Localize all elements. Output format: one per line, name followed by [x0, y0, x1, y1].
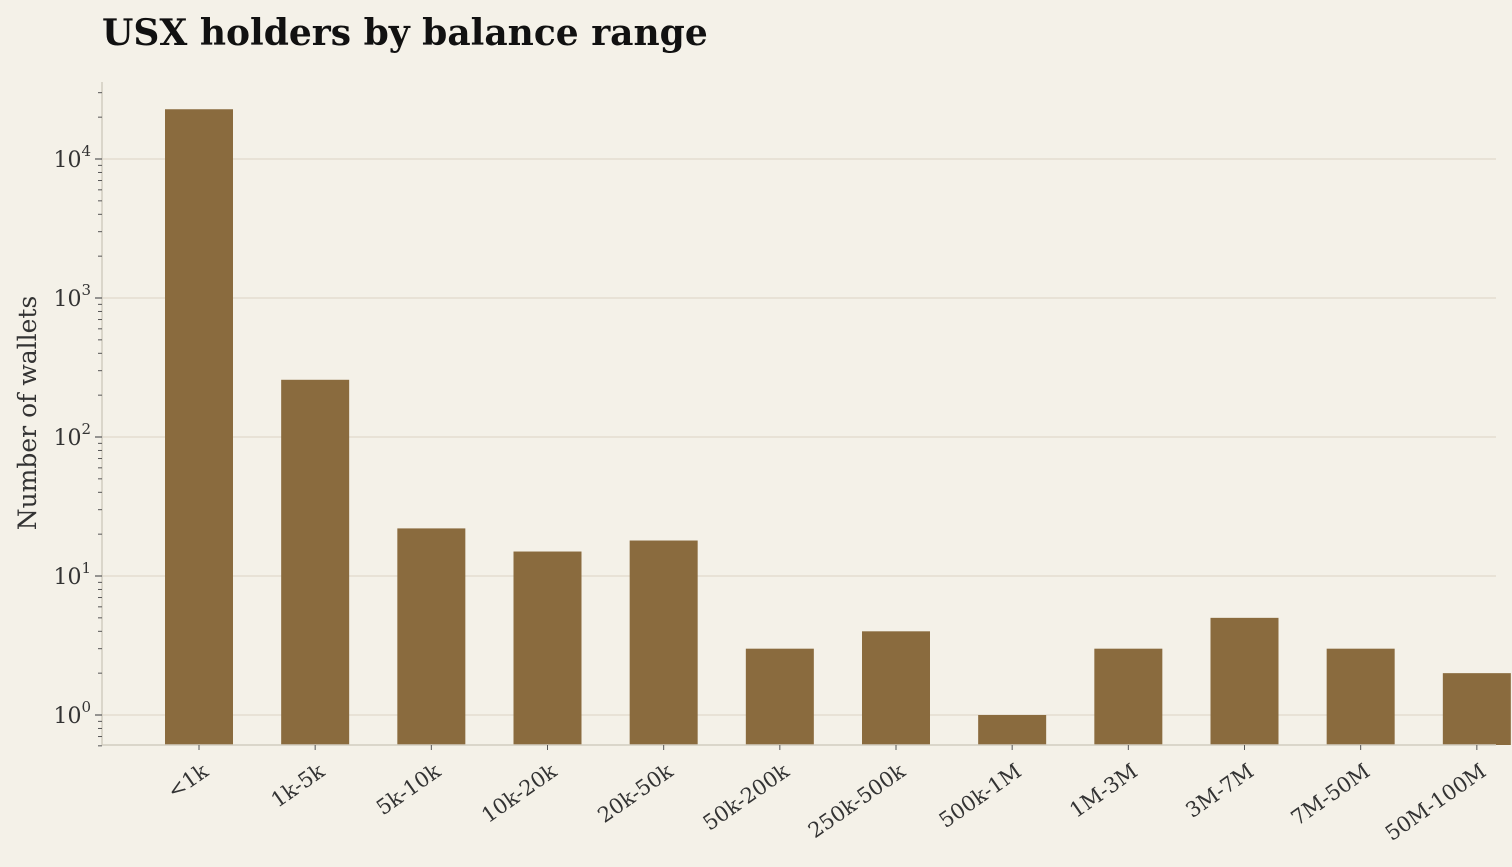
y-axis-label: Number of wallets	[13, 296, 42, 531]
bar	[629, 540, 698, 745]
x-tick-label: 50k-200k	[699, 759, 794, 836]
y-tick-label: 101	[53, 559, 91, 590]
bar	[978, 715, 1047, 745]
y-tick-label: 103	[53, 281, 91, 312]
bar	[1326, 648, 1395, 745]
x-tick-label: 20k-50k	[593, 759, 677, 828]
x-tick-label: 1M-3M	[1065, 759, 1142, 823]
x-tick-label: 7M-50M	[1287, 759, 1375, 830]
bar	[165, 109, 233, 745]
bar	[1442, 673, 1511, 745]
y-tick-label: 102	[53, 420, 91, 451]
x-tick-label: 250k-500k	[804, 759, 910, 843]
y-tick-label: 100	[53, 698, 91, 729]
y-axis: 100 101 102 103 104	[53, 82, 103, 747]
bar	[1094, 648, 1163, 745]
bar	[745, 648, 814, 745]
x-tick-label: 5k-10k	[372, 759, 445, 820]
x-tick-label: 10k-20k	[477, 759, 561, 828]
bar	[281, 379, 350, 745]
x-tick-label: 500k-1M	[935, 759, 1026, 833]
x-tick-label: 50M-100M	[1381, 759, 1491, 846]
bar	[1210, 617, 1279, 745]
bar	[397, 528, 466, 745]
y-tick-label: 104	[53, 142, 91, 173]
x-tick-label: 1k-5k	[267, 759, 329, 813]
bar	[513, 551, 582, 745]
chart-title: USX holders by balance range	[102, 12, 708, 54]
x-axis: <1k 1k-5k 5k-10k 10k-20k 20k-50k 50k-200k 250k…	[102, 744, 1496, 846]
x-tick-label: 3M-7M	[1181, 759, 1258, 823]
bars	[165, 109, 1511, 745]
bar	[862, 631, 930, 745]
x-tick-label: <1k	[163, 759, 213, 804]
